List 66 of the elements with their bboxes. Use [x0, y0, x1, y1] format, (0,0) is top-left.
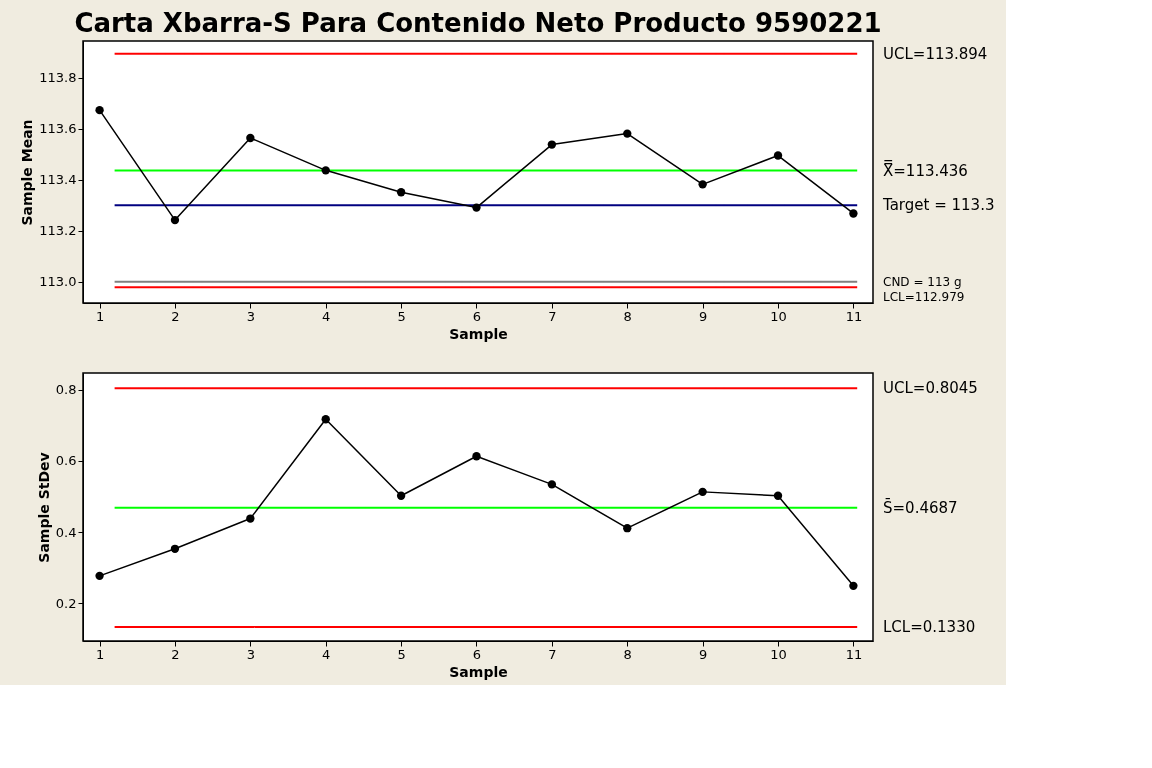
- x-tick-label: 11: [845, 308, 863, 324]
- ref-line-label: X̿=113.436: [883, 159, 968, 180]
- x-tick-label: 11: [845, 646, 863, 662]
- x-tick-label: 9: [699, 646, 708, 662]
- x-tick-label: 7: [548, 646, 557, 662]
- point: [472, 203, 481, 212]
- x-tick-label: 7: [548, 308, 557, 324]
- point: [472, 452, 481, 461]
- point: [849, 209, 858, 218]
- point: [170, 544, 180, 553]
- y-tick-label: 0.2: [55, 595, 77, 611]
- point: [321, 166, 330, 175]
- ref-line-label: CND = 113 g: [883, 274, 962, 289]
- x-tick-label: 9: [699, 308, 708, 324]
- point: [698, 487, 707, 497]
- x-axis-title: Sample: [449, 663, 508, 680]
- point: [321, 415, 330, 424]
- x-axis-title: Sample: [449, 325, 508, 342]
- ref-line-label: LCL=0.1330: [883, 618, 976, 637]
- point: [95, 571, 104, 581]
- y-tick-label: 113.0: [39, 274, 77, 290]
- x-tick-label: 6: [472, 308, 482, 324]
- x-tick-label: 5: [397, 646, 406, 662]
- point: [246, 514, 255, 523]
- point: [623, 129, 632, 138]
- ref-line-label: Target = 113.3: [882, 196, 995, 215]
- point: [170, 215, 180, 225]
- x-tick-label: 3: [246, 646, 255, 662]
- point: [698, 180, 707, 189]
- x-tick-label: 5: [397, 308, 406, 324]
- ref-line-label: UCL=0.8045: [883, 379, 978, 398]
- y-tick-label: 0.6: [55, 453, 77, 469]
- x-tick-label: 4: [322, 646, 331, 662]
- x-tick-label: 2: [171, 308, 180, 324]
- chart-title: Carta Xbarra-S Para Contenido Neto Producto 9590221: [74, 8, 882, 38]
- x-tick-label: 1: [95, 308, 105, 324]
- x-tick-label: 6: [472, 646, 482, 662]
- x-tick-label: 10: [770, 308, 787, 324]
- y-tick-label: 113.8: [39, 70, 77, 86]
- y-tick-label: 113.2: [39, 223, 77, 239]
- x-tick-label: 2: [171, 646, 180, 662]
- y-tick-label: 113.4: [39, 172, 77, 188]
- y-axis-title: Sample StDev: [35, 452, 52, 563]
- x-tick-label: 10: [770, 646, 787, 662]
- y-tick-label: 113.6: [39, 121, 77, 137]
- y-tick-label: 0.4: [55, 524, 77, 540]
- point: [773, 151, 783, 160]
- point: [95, 105, 104, 115]
- y-axis-title: Sample Mean: [19, 119, 36, 226]
- point: [547, 140, 557, 149]
- point: [623, 524, 632, 533]
- x-tick-label: 8: [623, 308, 632, 324]
- x-tick-label: 1: [95, 646, 105, 662]
- x-tick-label: 8: [623, 646, 632, 662]
- point: [396, 188, 406, 197]
- x-tick-label: 4: [322, 308, 331, 324]
- point: [773, 491, 783, 500]
- point: [547, 480, 557, 489]
- y-tick-label: 0.8: [55, 382, 77, 398]
- ref-line-label: S̄=0.4687: [883, 497, 958, 517]
- point: [396, 491, 406, 500]
- x-tick-label: 3: [246, 308, 255, 324]
- ref-line-label: LCL=112.979: [883, 289, 965, 304]
- point: [246, 133, 255, 143]
- point: [849, 581, 858, 591]
- ref-line-label: UCL=113.894: [883, 44, 988, 63]
